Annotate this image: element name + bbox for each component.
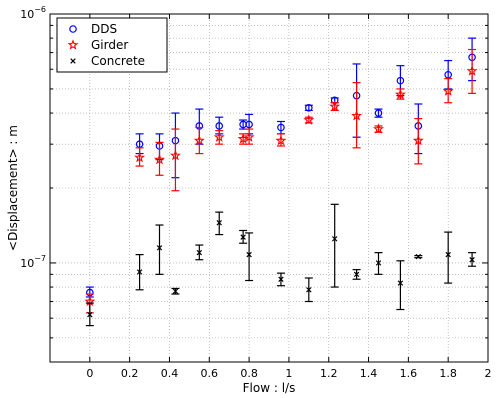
dds-data-point — [277, 123, 285, 132]
girder-error-bar — [195, 126, 204, 155]
legend-label-dds: DDS — [91, 22, 117, 36]
concrete-data-point — [469, 257, 475, 263]
concrete-data-point — [331, 236, 338, 242]
girder-data-point — [169, 149, 181, 161]
concrete-error-bar — [330, 203, 339, 288]
concrete-data-point — [397, 280, 404, 286]
concrete-data-point — [196, 249, 203, 256]
concrete-data-point — [246, 251, 252, 258]
x-tick-label: 1.6 — [400, 367, 418, 380]
concrete-data-point — [353, 271, 360, 278]
girder-data-point — [329, 100, 341, 112]
girder-data-point — [373, 123, 384, 134]
dds-data-point — [444, 70, 452, 79]
concrete-error-bar — [245, 232, 254, 282]
concrete-error-bar — [444, 231, 453, 284]
legend: DDS Girder Concrete — [56, 17, 168, 73]
x-tick-label: 1 — [285, 367, 292, 380]
girder-data-point — [303, 114, 315, 125]
x-tick-label: 0 — [86, 367, 93, 380]
legend-marker-concrete — [70, 58, 76, 64]
concrete-data-point — [375, 260, 382, 266]
legend-marker-girder — [67, 39, 79, 50]
y-tick-label: 10−6 — [20, 5, 46, 21]
dds-data-point — [245, 120, 253, 129]
girder-data-point — [394, 88, 406, 100]
concrete-error-bar — [155, 224, 164, 275]
girder-error-bar — [444, 78, 453, 104]
axis-ticks: 0 0.2 0.4 0.6 0.8 1 1.2 1.4 1.6 1.8 2 10−7 10−6 — [20, 5, 491, 380]
girder-data-point — [442, 85, 454, 96]
girder-error-bar — [468, 48, 477, 94]
x-tick-label: 1.2 — [320, 367, 338, 380]
dds-data-point — [374, 109, 383, 117]
x-tick-label: 1.4 — [360, 367, 378, 380]
concrete-error-bar — [396, 260, 405, 311]
x-tick-label: 0.4 — [161, 367, 179, 380]
girder-data-point — [412, 134, 424, 146]
concrete-data-point — [156, 245, 163, 251]
girder-error-bar — [155, 141, 164, 176]
dds-data-point — [305, 103, 313, 112]
dds-data-point — [215, 122, 224, 130]
girder-error-bar — [135, 147, 144, 167]
concrete-data-point — [136, 269, 143, 275]
concrete-data-point — [240, 234, 246, 240]
y-axis-label: <Displacement> : m — [6, 125, 20, 251]
concrete-data-point — [445, 251, 451, 258]
girder-data-point — [134, 151, 146, 163]
x-tick-label: 2 — [485, 367, 492, 380]
legend-label-girder: Girder — [91, 38, 128, 52]
y-tick-label: 10−7 — [20, 254, 46, 270]
girder-data-point — [237, 133, 249, 144]
data-series — [84, 37, 478, 327]
girder-data-point — [275, 134, 287, 146]
girder-error-bar — [414, 118, 423, 165]
girder-data-point — [243, 131, 255, 142]
concrete-data-point — [278, 276, 284, 282]
girder-error-bar — [171, 128, 180, 192]
x-tick-label: 0.6 — [201, 367, 219, 380]
x-tick-label: 0.2 — [121, 367, 139, 380]
concrete-data-point — [87, 311, 93, 318]
girder-data-point — [351, 110, 363, 121]
legend-marker-dds — [69, 25, 77, 33]
girder-data-point — [154, 153, 165, 165]
concrete-data-point — [306, 287, 312, 293]
concrete-data-point — [216, 220, 222, 226]
x-axis-label: Flow : l/s — [243, 381, 296, 395]
series-concrete — [85, 203, 477, 327]
concrete-data-point — [172, 288, 179, 294]
girder-error-bar — [352, 82, 361, 149]
girder-data-point — [466, 65, 478, 76]
concrete-data-point — [415, 253, 422, 260]
x-tick-label: 0.8 — [240, 367, 258, 380]
girder-data-point — [193, 134, 205, 146]
legend-label-concrete: Concrete — [91, 54, 145, 68]
dds-data-point — [396, 76, 405, 85]
girder-data-point — [213, 131, 225, 142]
x-tick-label: 1.8 — [439, 367, 457, 380]
